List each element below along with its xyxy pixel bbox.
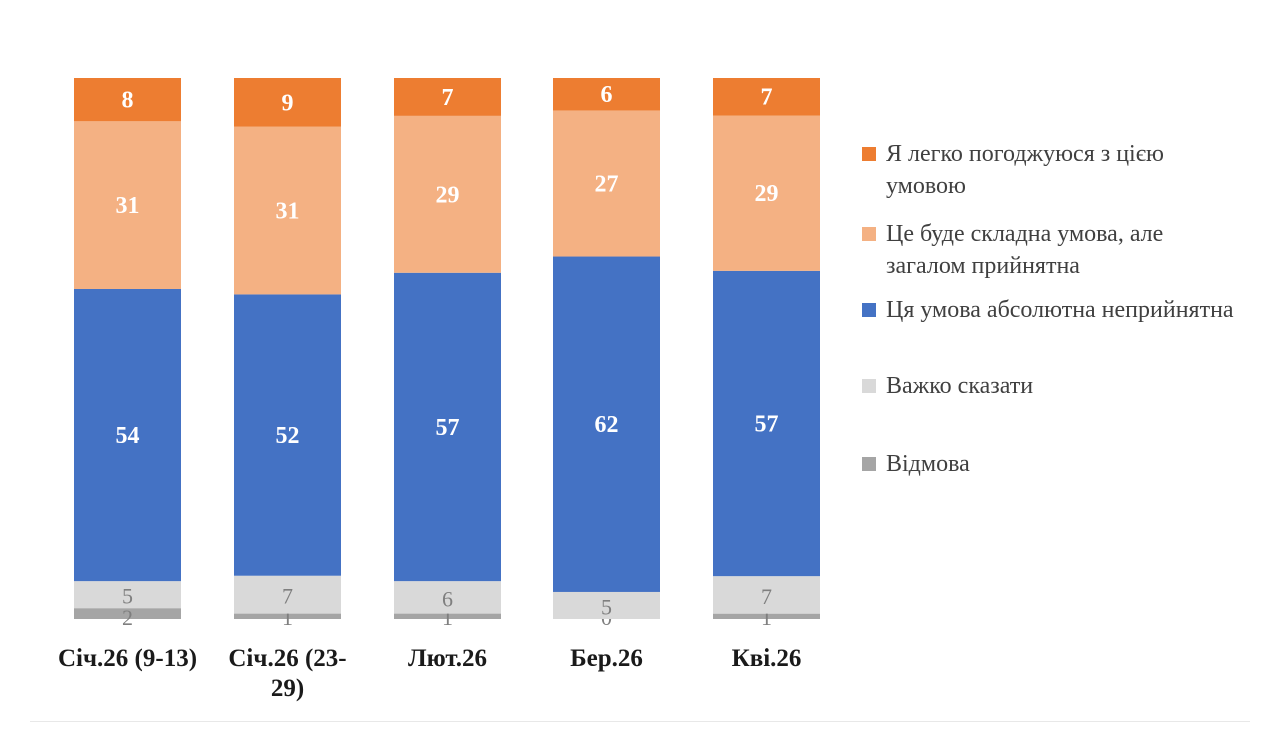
legend-item-easily-agree: Я легко погоджуюся з цією умовою [862, 138, 1246, 202]
bar-segment-hard-to-say [553, 591, 660, 619]
data-label-difficult-acceptable: 29 [436, 182, 460, 208]
bar-segment-refusal [713, 613, 820, 619]
legend-swatch-difficult-acceptable [862, 227, 876, 241]
data-label-refusal: 1 [282, 605, 293, 630]
bar-segment-unacceptable [394, 272, 501, 582]
data-label-easily-agree: 7 [761, 85, 773, 111]
data-label-difficult-acceptable: 29 [755, 181, 779, 207]
bar-segment-unacceptable [74, 288, 181, 582]
bar-segment-refusal [74, 608, 181, 619]
bar-segment-hard-to-say [74, 581, 181, 609]
bar-segment-difficult-acceptable [234, 126, 341, 295]
data-label-difficult-acceptable: 27 [595, 171, 619, 197]
x-tick-label: Січ.26 (9-13) [58, 645, 197, 672]
data-label-easily-agree: 7 [442, 85, 454, 111]
bar-segment-hard-to-say [713, 576, 820, 614]
x-tick-label: Лют.26 [408, 645, 487, 672]
bar-segment-refusal [394, 613, 501, 619]
bar-segment-hard-to-say [394, 581, 501, 614]
bar-segment-difficult-acceptable [713, 115, 820, 271]
bar-segment-easily-agree [394, 78, 501, 116]
data-label-unacceptable: 57 [755, 411, 779, 437]
x-tick-label: 29) [271, 675, 304, 702]
legend-swatch-unacceptable [862, 303, 876, 317]
bar-segment-easily-agree [713, 78, 820, 116]
bar-segment-easily-agree [234, 78, 341, 127]
legend-label: Відмова [886, 451, 970, 477]
bar-segment-easily-agree [553, 78, 660, 111]
bar-segment-unacceptable [553, 256, 660, 592]
legend-item-hard-to-say: Важко сказати [862, 370, 1246, 402]
data-label-difficult-acceptable: 31 [276, 199, 300, 225]
legend-swatch-hard-to-say [862, 379, 876, 393]
bar-segment-unacceptable [234, 294, 341, 576]
data-label-easily-agree: 6 [601, 82, 613, 108]
legend-swatch-easily-agree [862, 147, 876, 161]
legend-label: Ця умова абсолютна неприйнятна [886, 297, 1234, 323]
bar-segment-difficult-acceptable [74, 121, 181, 289]
bar-segment-hard-to-say [234, 575, 341, 614]
bar-segment-refusal [234, 613, 341, 619]
legend-item-unacceptable: Ця умова абсолютна неприйнятна [862, 294, 1246, 326]
legend-swatch-refusal [862, 457, 876, 471]
data-label-unacceptable: 62 [595, 412, 619, 438]
data-label-unacceptable: 52 [276, 423, 300, 449]
data-label-hard-to-say: 5 [601, 594, 612, 619]
data-label-hard-to-say: 5 [122, 584, 133, 609]
data-label-refusal: 1 [442, 605, 453, 630]
legend-label: Важко сказати [886, 373, 1034, 399]
legend-label: Це буде складна умова, але загалом прийн… [886, 221, 1164, 279]
data-label-easily-agree: 9 [282, 90, 294, 116]
data-label-refusal: 2 [122, 605, 133, 630]
bar-segment-difficult-acceptable [553, 110, 660, 257]
data-label-unacceptable: 54 [116, 423, 140, 449]
data-label-hard-to-say: 7 [761, 584, 772, 609]
data-label-easily-agree: 8 [122, 88, 134, 114]
data-label-refusal: 1 [761, 605, 772, 630]
x-tick-label: Січ.26 (23- [228, 645, 346, 672]
bar-segment-easily-agree [74, 78, 181, 122]
legend-item-refusal: Відмова [862, 448, 1246, 480]
data-label-unacceptable: 57 [436, 415, 460, 441]
x-tick-label: Бер.26 [570, 645, 643, 672]
x-tick-label: Кві.26 [732, 645, 802, 672]
divider [30, 721, 1250, 722]
legend-label: Я легко погоджуюся з цією умовою [886, 141, 1164, 199]
legend-item-difficult-acceptable: Це буде складна умова, але загалом прийн… [862, 218, 1246, 282]
data-label-difficult-acceptable: 31 [116, 193, 140, 219]
bar-segment-difficult-acceptable [394, 115, 501, 273]
data-label-hard-to-say: 6 [442, 586, 453, 611]
bar-segment-unacceptable [713, 270, 820, 577]
data-label-hard-to-say: 7 [282, 584, 293, 609]
